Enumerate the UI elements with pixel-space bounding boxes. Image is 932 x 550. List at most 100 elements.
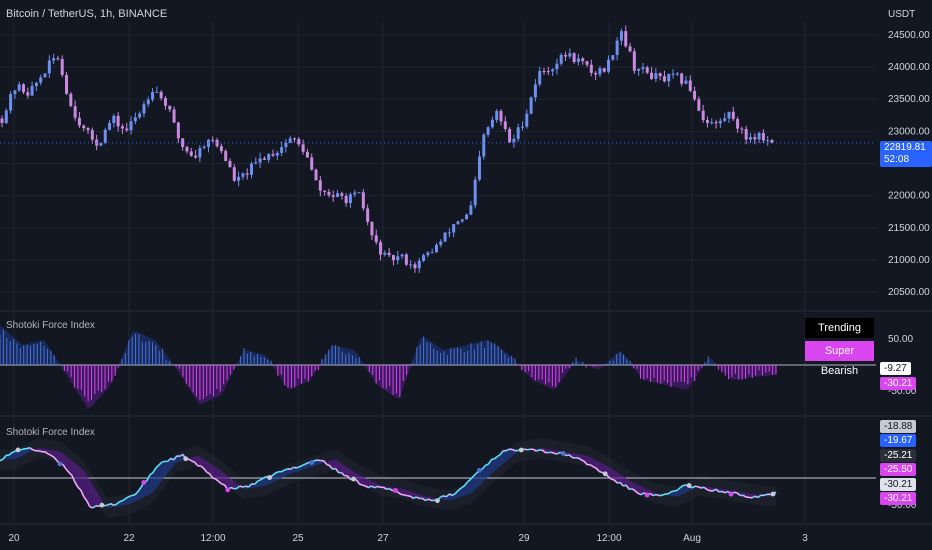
oscillator-line [44,451,49,455]
oscillator-line [469,475,474,480]
candle-body [30,85,34,96]
candle-body [564,54,568,57]
signal-dot [15,447,21,453]
oscillator-line [676,487,681,492]
candle-body [293,138,297,140]
candle-body [155,91,159,93]
candle-body [529,97,533,114]
oscillator-line [404,494,408,497]
candle-body [370,221,374,236]
oscillator-line [499,450,504,456]
candle-body [598,68,602,75]
oscillator-line [754,495,759,499]
oscillator-fill [278,471,282,480]
oscillator-fill [164,461,168,477]
oscillator-fill [14,449,18,460]
oscillator-fill [5,455,9,460]
oscillator-line [322,460,328,465]
candle-body [65,75,69,94]
candle-body [159,91,163,99]
oscillator-line [607,475,612,480]
oscillator-line [245,485,249,488]
oscillator-fill [362,476,366,487]
price-tick-label: 24000.00 [888,62,930,73]
candle-body [202,146,206,149]
oscillator-fill [212,465,216,480]
oscillator-fill [626,478,630,490]
candle-body [555,63,559,70]
candle-body [499,111,503,122]
candle-body [275,152,279,156]
candle-body [439,241,443,245]
indicator2-title[interactable]: Shotoki Force Index [6,427,95,438]
oscillator-line [568,454,573,459]
oscillator-line [203,467,208,473]
candle-body [13,90,17,95]
oscillator-fill [494,456,498,471]
candle-body [168,105,172,110]
oscillator-fill [476,470,480,489]
oscillator-line [104,504,109,507]
oscillator-fill [485,464,489,480]
oscillator-fill [593,459,597,469]
oscillator-fill [95,490,99,507]
price-tick-label: 24500.00 [888,30,930,41]
candle-body [69,93,73,107]
oscillator-line [302,463,306,467]
candle-body [645,67,649,73]
time-tick-label: 20 [8,533,20,544]
candle-body [409,264,413,266]
candle-body [731,111,735,120]
oscillator-fill [572,453,576,458]
oscillator-line [724,490,729,494]
oscillator-fill [230,478,234,489]
oscillator-line [107,502,112,506]
candle-body [705,120,709,123]
oscillator-line [89,506,94,509]
candle-body [465,214,469,220]
oscillator-line [425,498,429,502]
candle-body [151,92,155,100]
signal-dot [602,471,608,477]
oscillator-line [443,495,447,498]
oscillator-line [655,493,660,497]
oscillator-fill [215,467,219,482]
oscillator-fill [53,450,57,461]
candle-body [757,133,761,140]
candle-body [615,40,619,56]
oscillator-line [451,492,456,497]
candle-body [650,72,654,79]
oscillator-line [512,448,516,452]
oscillator-line [314,459,318,462]
candle-body [538,71,542,85]
candle-body [43,73,47,78]
signal-dot [644,492,650,498]
candle-body [619,31,623,41]
oscillator-fill [617,472,621,484]
candle-body [228,160,232,168]
candle-body [572,53,576,62]
oscillator-line [541,449,546,454]
indicator1-title[interactable]: Shotoki Force Index [6,320,95,331]
oscillator-line [218,480,223,485]
oscillator-fill [197,455,201,466]
oscillator-line [281,469,286,473]
oscillator-fill [368,479,372,488]
candle-body [211,139,215,141]
candle-body [22,84,26,93]
candle-body [34,82,38,86]
oscillator-line [598,470,603,474]
oscillator-line [137,487,142,493]
ind2-tag-4: -25.50 [880,463,917,476]
oscillator-fill [587,456,591,465]
candle-body [142,104,146,114]
symbol-title[interactable]: Bitcoin / TetherUS, 1h, BINANCE [6,8,167,20]
oscillator-fill [608,466,612,480]
oscillator-line [290,466,295,470]
oscillator-line [11,450,16,454]
oscillator-line [152,467,157,474]
oscillator-line [206,471,211,475]
oscillator-line [128,494,133,498]
oscillator-line [62,464,67,470]
